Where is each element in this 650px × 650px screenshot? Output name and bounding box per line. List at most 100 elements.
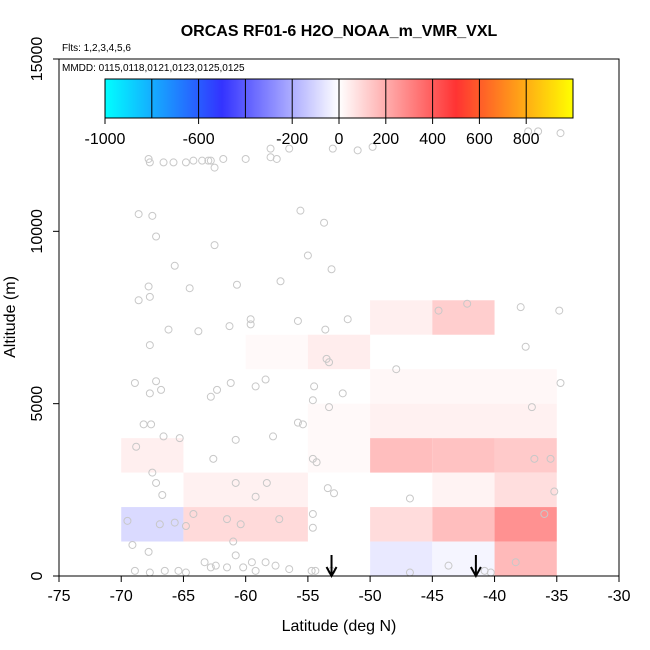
sample-point xyxy=(405,494,414,503)
sample-point xyxy=(134,296,143,305)
sample-point xyxy=(556,378,565,387)
sample-point xyxy=(145,158,154,167)
colorbar-tick-label: 600 xyxy=(466,131,493,148)
y-tick-label: 15000 xyxy=(29,37,46,82)
sample-point xyxy=(307,566,316,575)
colorbar-ticks: -1000 -600 -200 0 200 400 600 800 xyxy=(85,118,540,148)
heatmap-cell xyxy=(370,369,557,404)
sample-point xyxy=(175,434,184,443)
sample-point xyxy=(189,156,198,165)
sample-point xyxy=(152,232,161,241)
sample-point xyxy=(516,303,525,312)
sample-point xyxy=(325,358,334,367)
sample-point xyxy=(303,251,312,260)
sample-point xyxy=(145,568,154,577)
heatmap-cell xyxy=(121,507,184,542)
sample-point xyxy=(511,558,520,567)
sample-point xyxy=(434,306,443,315)
sample-point xyxy=(293,316,302,325)
colorbar-tick-label: 800 xyxy=(513,131,540,148)
x-axis: -75 -70 -65 -60 -55 -50 -45 -40 -35 -30 xyxy=(47,576,631,605)
down-arrow-icon xyxy=(325,555,338,579)
sample-point xyxy=(276,277,285,286)
sample-point xyxy=(266,144,275,153)
sample-point xyxy=(189,509,198,518)
heatmap-cell xyxy=(432,541,495,576)
sample-point xyxy=(261,558,270,567)
sample-point xyxy=(338,389,347,398)
sample-point xyxy=(311,566,320,575)
heatmap-cell xyxy=(370,403,557,439)
sample-point xyxy=(204,156,213,165)
sample-point xyxy=(556,129,565,138)
x-tick-label: -75 xyxy=(47,588,70,605)
sample-point xyxy=(540,509,549,518)
sample-point xyxy=(275,515,284,524)
sample-point xyxy=(147,420,156,429)
x-tick-label: -45 xyxy=(421,588,444,605)
sample-point xyxy=(546,454,555,463)
y-axis-label: Altitude (m) xyxy=(2,276,19,358)
heatmap-cell xyxy=(494,541,557,576)
sample-point xyxy=(246,315,255,324)
sample-point xyxy=(206,156,215,165)
sample-point xyxy=(219,154,228,163)
sample-point xyxy=(134,210,143,219)
x-tick-label: -65 xyxy=(172,588,195,605)
sample-point xyxy=(308,523,317,532)
colorbar-tick-label: -1000 xyxy=(85,131,126,148)
plot-frame xyxy=(58,58,620,577)
sample-point xyxy=(236,520,245,529)
sample-point xyxy=(251,566,260,575)
heatmap-cell xyxy=(494,507,557,542)
sample-point xyxy=(232,280,241,289)
y-tick-label: 0 xyxy=(29,571,46,580)
chart-title: ORCAS RF01-6 H2O_NOAA_m_VMR_VXL xyxy=(181,23,498,40)
heatmap-cell xyxy=(370,541,433,576)
sample-point xyxy=(206,563,215,572)
sample-point xyxy=(323,484,332,493)
sample-point xyxy=(308,396,317,405)
sample-point xyxy=(312,458,321,467)
sample-points xyxy=(123,127,565,577)
sample-point xyxy=(181,522,190,531)
heatmap-cell xyxy=(370,438,433,473)
sample-point xyxy=(213,385,222,394)
sample-point xyxy=(392,365,401,374)
x-tick-label: -70 xyxy=(110,588,133,605)
colorbar-tick-label: -200 xyxy=(276,131,308,148)
heatmap-cell xyxy=(370,300,433,335)
sample-point xyxy=(272,154,281,163)
heatmap-cell xyxy=(432,438,495,473)
sample-point xyxy=(241,154,250,163)
sample-point xyxy=(200,558,209,567)
sample-point xyxy=(164,325,173,334)
sample-point xyxy=(530,454,539,463)
heatmap-cell xyxy=(183,507,308,542)
sample-point xyxy=(145,292,154,301)
sample-point xyxy=(328,144,337,153)
sample-point xyxy=(148,211,157,220)
sample-point xyxy=(144,154,153,163)
sample-point xyxy=(194,327,203,336)
heatmap-cell xyxy=(370,507,433,542)
heatmap-cell xyxy=(307,334,371,370)
sample-point xyxy=(225,322,234,331)
colorbar-tick-label: -600 xyxy=(183,131,215,148)
x-tick-label: -60 xyxy=(234,588,257,605)
sample-point xyxy=(123,516,132,525)
sample-point xyxy=(231,478,240,487)
sample-point xyxy=(269,432,278,441)
sample-point xyxy=(130,566,139,575)
colorbar-tick-label: 400 xyxy=(419,131,446,148)
sample-point xyxy=(145,341,154,350)
sample-point xyxy=(169,158,178,167)
sample-point xyxy=(343,315,352,324)
sample-point xyxy=(159,158,168,167)
heatmap-cell xyxy=(183,472,308,508)
sample-point xyxy=(145,389,154,398)
sample-point xyxy=(524,127,533,136)
sample-point xyxy=(239,563,248,572)
sample-point xyxy=(231,435,240,444)
